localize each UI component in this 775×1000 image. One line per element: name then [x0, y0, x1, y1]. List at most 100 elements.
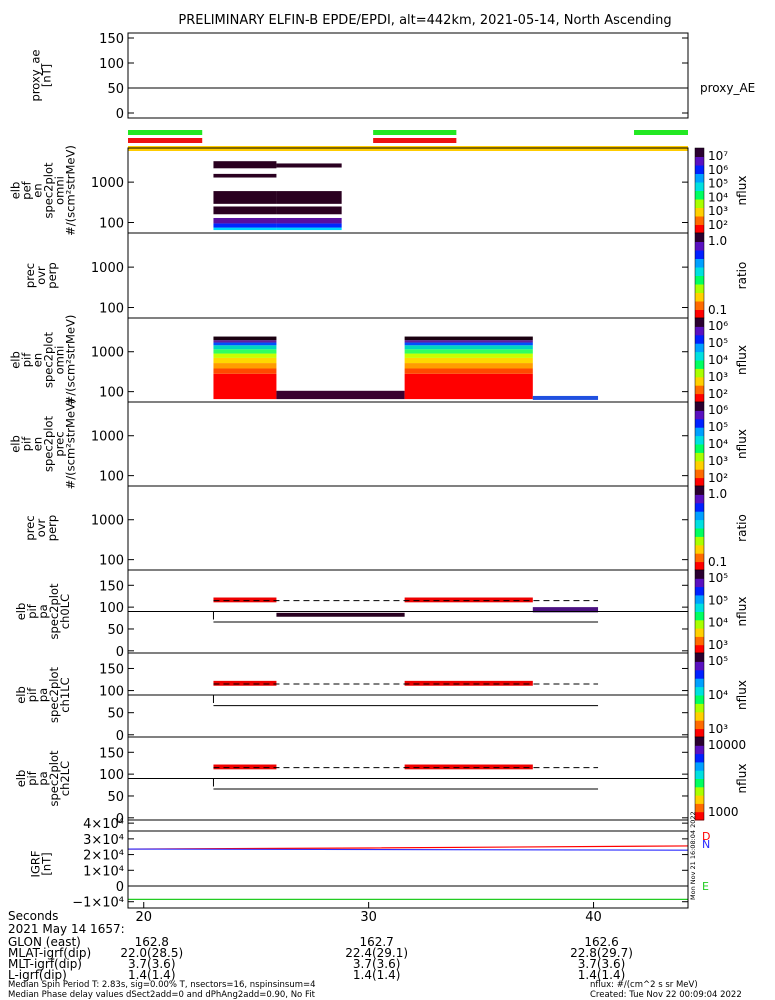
colorbar-swatch — [695, 318, 704, 321]
colorbar-swatch — [695, 315, 704, 319]
colorbar-swatch — [695, 395, 704, 399]
footer-row-value: 22.0(28.5) — [120, 946, 183, 960]
colorbar-tick-label: 1000 — [708, 805, 739, 819]
colorbar-swatch — [695, 456, 704, 460]
colorbar-swatch — [695, 559, 704, 563]
colorbar-swatch — [695, 743, 704, 746]
y-axis-label-line: #/(scm²strMeV) — [64, 145, 78, 236]
x-tick-label: 30 — [360, 910, 377, 925]
colorbar-swatch — [695, 226, 704, 230]
colorbar-swatch — [695, 605, 704, 608]
colorbar-swatch — [695, 397, 704, 401]
y-axis-label: IGRF[nT] — [29, 851, 54, 878]
colorbar-swatch — [695, 809, 704, 813]
colorbar-swatch — [695, 770, 704, 773]
colorbar-swatch — [695, 186, 704, 189]
y-tick-label: 100 — [99, 57, 124, 72]
spectrogram-cell — [213, 368, 277, 374]
colorbar-swatch — [695, 615, 704, 619]
spectrogram-cell — [404, 363, 533, 369]
colorbar-swatch — [695, 220, 704, 223]
colorbar-swatch — [695, 588, 704, 592]
colorbar-swatch — [695, 256, 704, 259]
colorbar-swatch — [695, 707, 704, 711]
colorbar-swatch — [695, 324, 704, 327]
colorbar-tick-label: 10⁶ — [708, 163, 728, 177]
y-axis-label-line: en — [31, 437, 45, 451]
y-tick-label: −1×10⁴ — [72, 896, 124, 911]
spectrogram-cell — [213, 206, 277, 215]
y-axis-label-line: IGRF — [29, 851, 43, 878]
colorbar-swatch — [695, 203, 704, 206]
spectrogram-cell — [404, 345, 533, 350]
colorbar-swatch — [695, 546, 704, 550]
colorbar-swatch — [695, 332, 704, 336]
colorbar-swatch — [695, 496, 704, 500]
y-tick-label: 100 — [99, 470, 124, 485]
y-axis-label-line: #/(scm²strMeV) — [64, 315, 78, 406]
colorbar-swatch — [695, 152, 704, 155]
panel-frame — [127, 819, 689, 909]
colorbar-swatch — [695, 328, 704, 332]
colorbar-swatch — [695, 353, 704, 357]
colorbar-swatch — [695, 330, 704, 334]
colorbar-swatch — [695, 757, 704, 761]
spectrogram-cell — [404, 353, 533, 358]
y-axis-label: proxy_ae[nT] — [29, 50, 54, 102]
spectrogram-cell — [404, 349, 533, 354]
colorbar-swatch — [695, 213, 704, 217]
colorbar-swatch — [695, 636, 704, 639]
colorbar-tick-label: 10000 — [708, 738, 746, 752]
colorbar-swatch — [695, 277, 704, 281]
colorbar-tick-label: 10³ — [708, 370, 728, 384]
colorbar-swatch — [695, 385, 704, 388]
spectrogram-cell — [213, 173, 277, 178]
colorbar-swatch — [695, 711, 704, 715]
colorbar-swatch — [695, 519, 704, 523]
colorbar-swatch — [695, 561, 704, 565]
igrf-legend-e: E — [702, 880, 709, 893]
colorbar-swatch — [695, 444, 704, 447]
colorbar-swatch — [695, 425, 704, 428]
colorbar-swatch — [695, 267, 704, 270]
colorbar-swatch — [695, 626, 704, 629]
colorbar-swatch — [695, 578, 704, 581]
colorbar-tick-label: 10⁵ — [708, 571, 728, 585]
colorbar-swatch — [695, 294, 704, 298]
colorbar-swatch — [695, 158, 704, 162]
colorbar-swatch — [695, 669, 704, 673]
colorbar-swatch — [695, 336, 704, 340]
y-tick-label: 150 — [99, 662, 124, 677]
y-tick-label: 1000 — [91, 346, 124, 361]
footer-note-1: Median Spin Period T: 2.83s, sig=0.00% T… — [8, 980, 316, 990]
colorbar-swatch — [695, 678, 704, 681]
colorbar-swatch — [695, 532, 704, 535]
footer-row-value: 162.6 — [584, 935, 618, 949]
y-tick-label: 100 — [99, 302, 124, 317]
colorbar-swatch — [695, 511, 704, 514]
colorbar-swatch — [695, 640, 704, 644]
colorbar-swatch — [695, 544, 704, 548]
y-axis-label-line: en — [31, 183, 45, 197]
colorbar-swatch — [695, 657, 704, 660]
colorbar-swatch — [695, 290, 704, 293]
colorbar-swatch — [695, 167, 704, 170]
status-bar-segment — [128, 138, 203, 143]
colorbar-swatch — [695, 776, 704, 779]
colorbar-swatch — [695, 366, 704, 369]
colorbar-swatch — [695, 759, 704, 763]
spectrogram-cell — [276, 206, 342, 215]
y-tick-label: 0 — [116, 645, 124, 660]
colorbar-swatch — [695, 224, 704, 228]
colorbar-swatch — [695, 393, 704, 397]
pitch-angle-cell — [532, 607, 599, 613]
footer: Seconds 2021 May 14 1657: Median Spin Pe… — [8, 811, 742, 1000]
colorbar-swatch — [695, 646, 704, 650]
footer-row-value: 1.4(1.4) — [128, 968, 176, 982]
colorbar-swatch — [695, 665, 704, 669]
panel-frame — [127, 32, 689, 119]
colorbar-swatch — [695, 799, 704, 802]
